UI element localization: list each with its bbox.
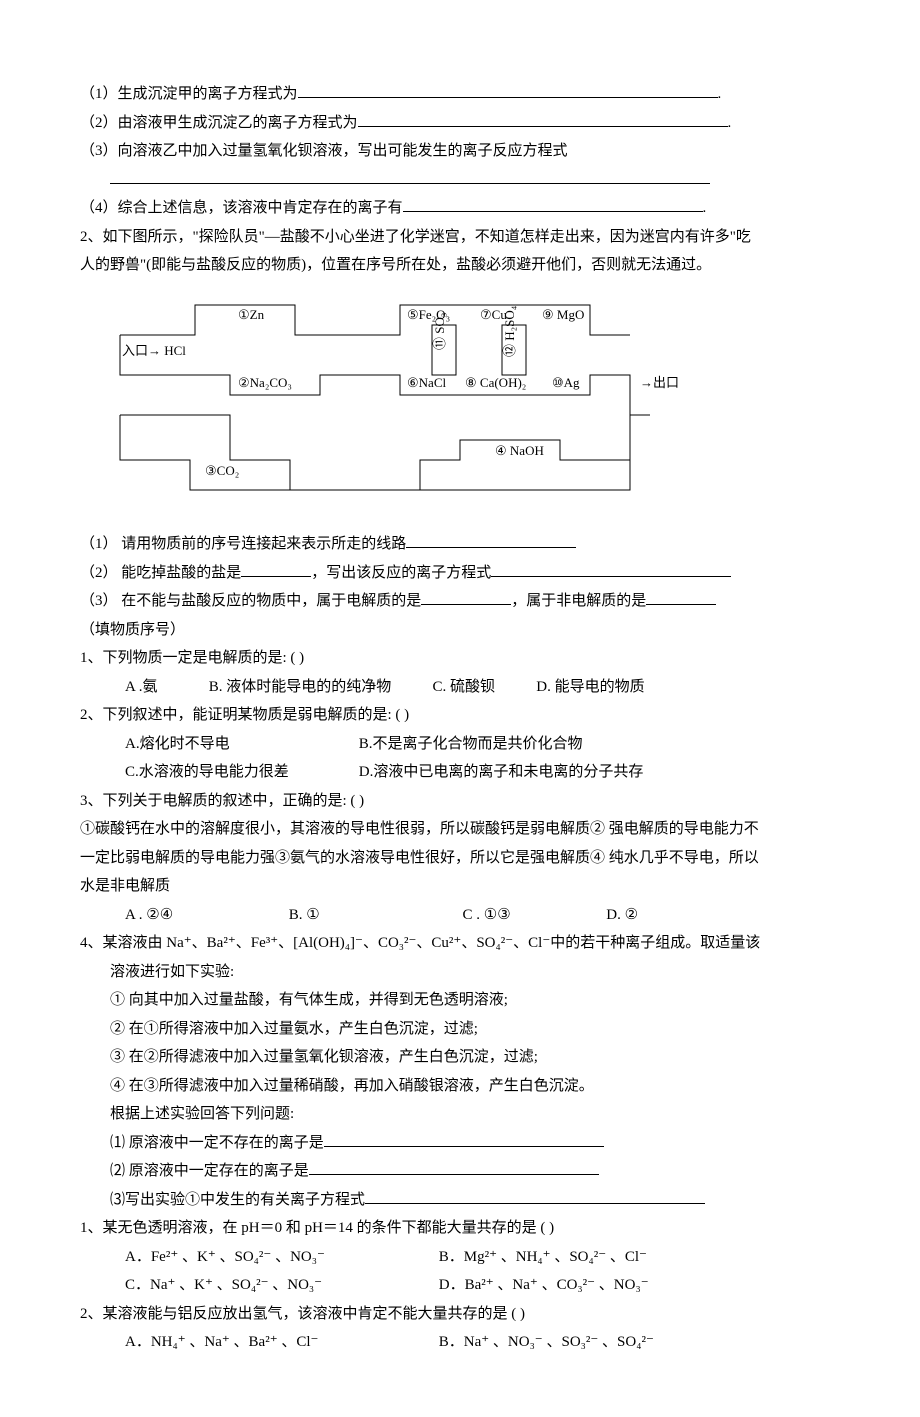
text: ⑵ 原溶液中一定存在的离子是	[110, 1163, 309, 1179]
opt-b: B.不是离子化合物而是共价化合物	[359, 730, 583, 759]
opt-d: D. 能导电的物质	[536, 673, 644, 702]
blank	[241, 561, 311, 577]
q2-intro1: 2、如下图所示，"探险队员"—盐酸不小心坐进了化学迷宫，不知道怎样走出来，因为迷…	[80, 223, 840, 252]
opt-a: A．Fe²⁺ 、K⁺ 、SO₄²⁻ 、NO₃⁻	[125, 1243, 435, 1272]
opt-d: D.溶液中已电离的离子和未电离的分子共存	[359, 758, 644, 787]
node-10: ⑩Ag	[552, 375, 580, 390]
q1-p3-text: （3）向溶液乙中加入过量氢氧化钡溶液，写出可能发生的离子反应方程式	[80, 143, 568, 159]
blank	[110, 168, 710, 184]
opt-a: A．NH₄⁺ 、Na⁺ 、Ba²⁺ 、Cl⁻	[125, 1328, 435, 1357]
q2-part2: （2） 能吃掉盐酸的盐是 ，写出该反应的离子方程式	[80, 559, 840, 588]
q2-p2a-text: （2） 能吃掉盐酸的盐是	[80, 565, 241, 581]
blank	[491, 561, 731, 577]
period: .	[718, 86, 722, 102]
blank	[309, 1159, 599, 1175]
s2-q4a: 4、某溶液由 Na⁺、Ba²⁺、Fe³⁺、[Al(OH)₄]⁻、CO₃²⁻、Cu…	[80, 929, 840, 958]
q2-p3b-text: ，属于非电解质的是	[511, 593, 646, 609]
s2-q4-p2: ⑵ 原溶液中一定存在的离子是	[80, 1157, 840, 1186]
s2-q4-s4: ④ 在③所得滤液中加入过量稀硝酸，再加入硝酸银溶液，产生白色沉淀。	[80, 1072, 840, 1101]
blank	[406, 532, 576, 548]
s2-q4-p3: ⑶写出实验①中发生的有关离子方程式	[80, 1186, 840, 1215]
s2-q4-p1: ⑴ 原溶液中一定不存在的离子是	[80, 1129, 840, 1158]
period: .	[728, 115, 732, 131]
s2-q2-opts-row1: A.熔化时不导电 B.不是离子化合物而是共价化合物	[80, 730, 840, 759]
q1-p1-text: （1）生成沉淀甲的离子方程式为	[80, 86, 298, 102]
s2-q4-s2: ② 在①所得溶液中加入过量氨水，产生白色沉淀，过滤;	[80, 1015, 840, 1044]
s2-q3-opts: A . ②④ B. ① C . ①③ D. ②	[80, 901, 840, 930]
s2-q3-b2: 一定比弱电解质的导电能力强③氨气的水溶液导电性很好，所以它是强电解质④ 纯水几乎…	[80, 844, 840, 873]
q2-p1-text: （1） 请用物质前的序号连接起来表示所走的线路	[80, 536, 406, 552]
s2-q3-b1: ①碳酸钙在水中的溶解度很小，其溶液的导电性很弱，所以碳酸钙是弱电解质② 强电解质…	[80, 815, 840, 844]
q2-part1: （1） 请用物质前的序号连接起来表示所走的线路	[80, 530, 840, 559]
opt-d: D. ②	[606, 901, 638, 930]
node-4: ④ NaOH	[495, 443, 544, 458]
entry-label: 入口→ HCl	[122, 343, 186, 358]
maze-diagram: 入口→ HCl ①Zn ⑤Fe₂O₃ ⑦Cu ⑨ MgO ②Na₂CO₃ ⑥Na…	[110, 295, 840, 516]
s3-q1-row2: C．Na⁺ 、K⁺ 、SO₄²⁻ 、NO₃⁻ D．Ba²⁺ 、Na⁺ 、CO₃²…	[80, 1271, 840, 1300]
opt-c: C．Na⁺ 、K⁺ 、SO₄²⁻ 、NO₃⁻	[125, 1271, 435, 1300]
q2-p2b-text: ，写出该反应的离子方程式	[311, 565, 491, 581]
blank	[324, 1131, 604, 1147]
q1-p4-text: （4）综合上述信息，该溶液中肯定存在的离子有	[80, 200, 403, 216]
opt-b: B．Mg²⁺ 、NH₄⁺ 、SO₄²⁻ 、Cl⁻	[439, 1243, 647, 1272]
s2-q3-b3: 水是非电解质	[80, 872, 840, 901]
q1-p2-text: （2）由溶液甲生成沉淀乙的离子方程式为	[80, 115, 358, 131]
opt-b: B．Na⁺ 、NO₃⁻ 、SO₃²⁻ 、SO₄²⁻	[439, 1328, 654, 1357]
node-8: ⑧ Ca(OH)₂	[465, 375, 526, 390]
node-1: ①Zn	[238, 307, 265, 322]
text: ⑶写出实验①中发生的有关离子方程式	[110, 1192, 365, 1208]
opt-b: B. ①	[289, 901, 459, 930]
blank	[403, 196, 703, 212]
q2-intro2: 人的野兽"(即能与盐酸反应的物质)，位置在序号所在处，盐酸必须避开他们，否则就无…	[80, 251, 840, 280]
opt-b: B. 液体时能导电的的纯净物	[209, 673, 429, 702]
blank	[421, 589, 511, 605]
opt-c: C. 硫酸钡	[433, 673, 533, 702]
opt-a: A.熔化时不导电	[125, 730, 355, 759]
text: ⑴ 原溶液中一定不存在的离子是	[110, 1135, 324, 1151]
node-6: ⑥NaCl	[407, 375, 446, 390]
exit-label: →出口	[640, 375, 679, 390]
s3-q2-row1: A．NH₄⁺ 、Na⁺ 、Ba²⁺ 、Cl⁻ B．Na⁺ 、NO₃⁻ 、SO₃²…	[80, 1328, 840, 1357]
s2-q2-opts-row2: C.水溶液的导电能力很差 D.溶液中已电离的离子和未电离的分子共存	[80, 758, 840, 787]
s2-q4-prompt: 根据上述实验回答下列问题:	[80, 1100, 840, 1129]
s2-q4-s3: ③ 在②所得滤液中加入过量氢氧化钡溶液，产生白色沉淀，过滤;	[80, 1043, 840, 1072]
q1-part2: （2）由溶液甲生成沉淀乙的离子方程式为.	[80, 109, 840, 138]
node-3: ③CO₂	[205, 463, 239, 478]
blank	[298, 82, 718, 98]
s2-q3: 3、下列关于电解质的叙述中，正确的是: ( )	[80, 787, 840, 816]
opt-d: D．Ba²⁺ 、Na⁺ 、CO₃²⁻ 、NO₃⁻	[439, 1271, 649, 1300]
q2-p3a-text: （3） 在不能与盐酸反应的物质中，属于电解质的是	[80, 593, 421, 609]
node-2: ②Na₂CO₃	[238, 375, 292, 390]
opt-a: A .氨	[125, 673, 205, 702]
node-9: ⑨ MgO	[542, 307, 584, 322]
q2-part3: （3） 在不能与盐酸反应的物质中，属于电解质的是 ，属于非电解质的是	[80, 587, 840, 616]
s3-q2: 2、某溶液能与铝反应放出氢气，该溶液中肯定不能大量共存的是 ( )	[80, 1300, 840, 1329]
s2-q1: 1、下列物质一定是电解质的是: ( )	[80, 644, 840, 673]
blank	[358, 111, 728, 127]
blank	[646, 589, 716, 605]
q1-part3-blank	[80, 166, 840, 195]
s3-q1: 1、某无色透明溶液，在 pH＝0 和 pH＝14 的条件下都能大量共存的是 ( …	[80, 1214, 840, 1243]
opt-c: C . ①③	[463, 901, 603, 930]
s2-q4-s1: ① 向其中加入过量盐酸，有气体生成，并得到无色透明溶液;	[80, 986, 840, 1015]
opt-c: C.水溶液的导电能力很差	[125, 758, 355, 787]
period: .	[703, 200, 707, 216]
opt-a: A . ②④	[125, 901, 285, 930]
blank	[365, 1188, 705, 1204]
s2-q2: 2、下列叙述中，能证明某物质是弱电解质的是: ( )	[80, 701, 840, 730]
q1-part3: （3）向溶液乙中加入过量氢氧化钡溶液，写出可能发生的离子反应方程式	[80, 137, 840, 166]
s3-q1-row1: A．Fe²⁺ 、K⁺ 、SO₄²⁻ 、NO₃⁻ B．Mg²⁺ 、NH₄⁺ 、SO…	[80, 1243, 840, 1272]
maze-svg: 入口→ HCl ①Zn ⑤Fe₂O₃ ⑦Cu ⑨ MgO ②Na₂CO₃ ⑥Na…	[110, 295, 680, 505]
s2-q1-opts: A .氨 B. 液体时能导电的的纯净物 C. 硫酸钡 D. 能导电的物质	[80, 673, 840, 702]
q2-part4: （填物质序号）	[80, 616, 840, 645]
q1-part4: （4）综合上述信息，该溶液中肯定存在的离子有.	[80, 194, 840, 223]
s2-q4b: 溶液进行如下实验:	[80, 958, 840, 987]
node-12: ⑫ H₂SO₄	[502, 305, 517, 357]
q1-part1: （1）生成沉淀甲的离子方程式为.	[80, 80, 840, 109]
node-11: ⑪ SO₃	[432, 312, 447, 349]
